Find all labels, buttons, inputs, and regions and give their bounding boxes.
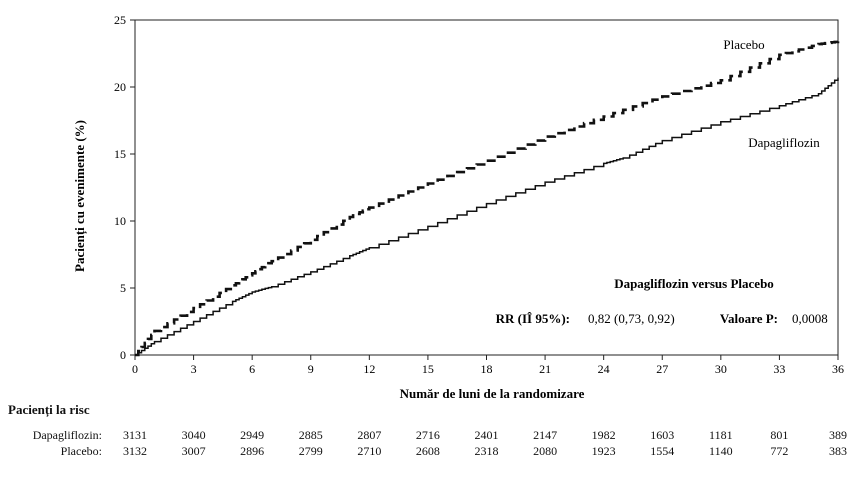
y-tick-label: 15 bbox=[114, 147, 126, 161]
risk-cell: 1982 bbox=[591, 428, 616, 442]
risk-cell: 2608 bbox=[415, 444, 440, 458]
legend-dapagliflozin: Dapagliflozin bbox=[748, 135, 820, 150]
risk-cell: 801 bbox=[770, 428, 789, 442]
y-tick-label: 5 bbox=[120, 281, 126, 295]
x-tick-label: 0 bbox=[132, 362, 138, 376]
y-tick-label: 25 bbox=[114, 13, 126, 27]
rr-label: RR (IÎ 95%): bbox=[496, 311, 570, 326]
p-value: 0,0008 bbox=[792, 311, 828, 326]
x-tick-label: 24 bbox=[598, 362, 610, 376]
x-tick-label: 27 bbox=[656, 362, 668, 376]
risk-cell: 1140 bbox=[709, 444, 733, 458]
series-line-dapagliflozin bbox=[135, 77, 839, 356]
risk-cell: 2885 bbox=[298, 428, 323, 442]
x-axis-label: Număr de luni de la randomizare bbox=[400, 386, 585, 400]
series-line-placebo bbox=[135, 40, 840, 357]
x-tick-label: 15 bbox=[422, 362, 434, 376]
x-tick-label: 36 bbox=[832, 362, 844, 376]
x-tick-label: 18 bbox=[481, 362, 493, 376]
x-tick-label: 12 bbox=[363, 362, 375, 376]
x-tick-label: 6 bbox=[249, 362, 255, 376]
risk-cell: 2147 bbox=[533, 428, 558, 442]
risk-cell: 3040 bbox=[181, 428, 206, 442]
risk-cell: 1923 bbox=[591, 444, 616, 458]
x-tick-label: 9 bbox=[308, 362, 314, 376]
risk-cell: 2080 bbox=[533, 444, 558, 458]
risk-cell: 3132 bbox=[123, 444, 147, 458]
risk-cell: 2716 bbox=[415, 428, 440, 442]
risk-cell: 389 bbox=[829, 428, 847, 442]
risk-cell: 2896 bbox=[240, 444, 265, 458]
x-tick-label: 33 bbox=[773, 362, 785, 376]
risk-cell: 2807 bbox=[357, 428, 382, 442]
risk-cell: 2401 bbox=[474, 428, 499, 442]
risk-cell: 1181 bbox=[709, 428, 733, 442]
risk-cell: 772 bbox=[770, 444, 789, 458]
legend-placebo: Placebo bbox=[723, 37, 764, 52]
x-tick-label: 21 bbox=[539, 362, 551, 376]
x-tick-label: 30 bbox=[715, 362, 727, 376]
risk-cell: 2949 bbox=[240, 428, 265, 442]
y-tick-label: 10 bbox=[114, 214, 126, 228]
risk-table-title: Pacienți la risc bbox=[8, 402, 90, 417]
x-tick-label: 3 bbox=[191, 362, 197, 376]
rr-value: 0,82 (0,73, 0,92) bbox=[588, 311, 675, 326]
risk-row-label: Dapagliflozin: bbox=[32, 428, 102, 442]
plot-frame bbox=[134, 19, 839, 356]
risk-cell: 383 bbox=[829, 444, 847, 458]
y-tick-label: 20 bbox=[114, 80, 126, 94]
risk-cell: 2318 bbox=[474, 444, 499, 458]
risk-row-label: Placebo: bbox=[60, 444, 102, 458]
risk-cell: 3007 bbox=[181, 444, 206, 458]
risk-cell: 1603 bbox=[650, 428, 675, 442]
comparison-title: Dapagliflozin versus Placebo bbox=[614, 276, 774, 291]
y-tick-label: 0 bbox=[120, 348, 126, 362]
risk-cell: 3131 bbox=[123, 428, 147, 442]
risk-cell: 2710 bbox=[357, 444, 382, 458]
p-label: Valoare P: bbox=[720, 311, 778, 326]
risk-cell: 2799 bbox=[298, 444, 323, 458]
risk-cell: 1554 bbox=[650, 444, 675, 458]
series-layer bbox=[135, 40, 840, 357]
y-axis-label: Pacienți cu evenimente (%) bbox=[72, 120, 88, 272]
